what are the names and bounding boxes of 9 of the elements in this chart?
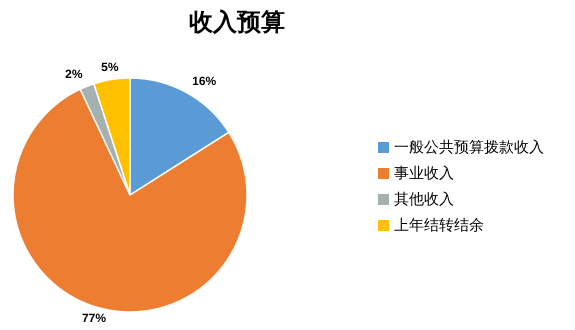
data-label: 77%: [82, 311, 106, 326]
data-label: 16%: [192, 74, 216, 88]
data-label: 5%: [101, 60, 119, 74]
legend-label: 一般公共预算拨款收入: [394, 138, 544, 156]
legend-label: 上年结转结余: [394, 216, 484, 234]
legend-label: 其他收入: [394, 190, 454, 208]
chart-title: 收入预算: [189, 9, 285, 36]
data-label: 2%: [65, 67, 83, 82]
legend-label: 事业收入: [394, 164, 454, 182]
